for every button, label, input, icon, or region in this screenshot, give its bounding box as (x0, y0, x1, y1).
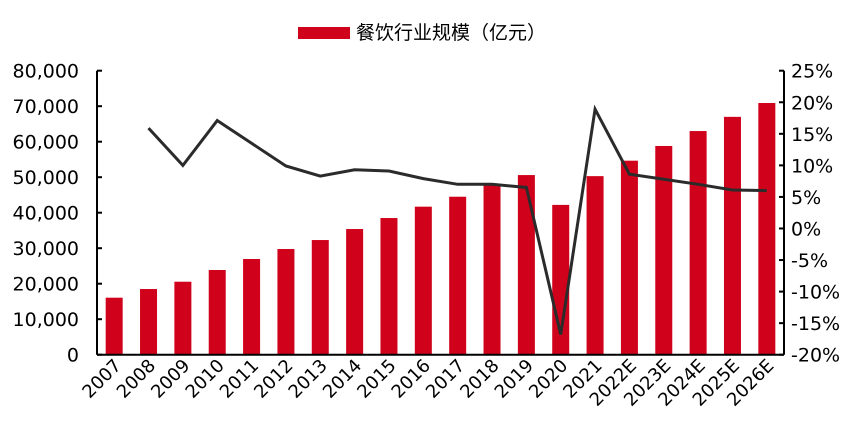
x-tick-label: 2015 (353, 355, 400, 402)
legend: 餐饮行业规模（亿元） (298, 22, 546, 44)
x-tick-label: 2009 (147, 355, 194, 402)
legend-label: 餐饮行业规模（亿元） (356, 22, 546, 44)
x-tick-label: 2016 (388, 355, 435, 402)
y-left-tick-label: 80,000 (13, 61, 79, 83)
y-right-tick-label: -20% (791, 345, 840, 367)
y-left-tick-label: 20,000 (13, 274, 79, 296)
y-right-tick-label: 15% (791, 124, 833, 146)
y-right-tick-label: -15% (791, 313, 840, 335)
x-tick-label: 2017 (422, 355, 469, 402)
x-tick-label: 2020 (525, 355, 572, 402)
y-right-tick-label: -5% (791, 250, 828, 272)
bar-2007 (106, 298, 123, 355)
y-right-tick-label: 0% (791, 218, 821, 240)
y-left-tick-label: 60,000 (13, 132, 79, 154)
y-left-tick-label: 30,000 (13, 238, 79, 260)
x-tick-label: 2011 (216, 355, 263, 402)
x-tick-label: 2013 (285, 355, 332, 402)
x-tick-label: 2014 (319, 355, 366, 402)
bar-2015 (380, 218, 397, 355)
bar-2025E (724, 117, 741, 355)
bar-2026E (758, 103, 775, 355)
bar-2010 (209, 270, 226, 355)
bar-2008 (140, 289, 157, 355)
x-tick-label: 2010 (182, 355, 229, 402)
y-right-tick-label: 10% (791, 155, 833, 177)
y-left-tick-label: 0 (67, 345, 79, 367)
bar-2022E (621, 161, 638, 355)
y-right-tick-label: 5% (791, 187, 821, 209)
x-tick-label: 2012 (250, 355, 297, 402)
bar-2009 (174, 282, 191, 355)
y-right-tick-label: 20% (791, 92, 833, 114)
y-left-tick-label: 10,000 (13, 309, 79, 331)
y-right-tick-label: 25% (791, 61, 833, 83)
x-tick-label: 2018 (456, 355, 503, 402)
legend-swatch-bar (298, 27, 350, 39)
y-left-tick-label: 70,000 (13, 96, 79, 118)
x-tick-label: 2019 (491, 355, 538, 402)
bar-2021 (587, 176, 604, 355)
y-left-tick-label: 50,000 (13, 167, 79, 189)
bar-2024E (690, 131, 707, 355)
bar-2018 (484, 184, 501, 355)
bar-2019 (518, 175, 535, 355)
bar-2012 (277, 249, 294, 355)
x-tick-label: 2007 (78, 355, 125, 402)
bar-2016 (415, 207, 432, 355)
y-left-tick-label: 40,000 (13, 203, 79, 225)
bar-2013 (312, 240, 329, 355)
y-right-tick-label: -10% (791, 282, 840, 304)
bar-2014 (346, 229, 363, 355)
bar-2017 (449, 197, 466, 355)
x-tick-label: 2008 (113, 355, 160, 402)
bar-2011 (243, 259, 260, 355)
